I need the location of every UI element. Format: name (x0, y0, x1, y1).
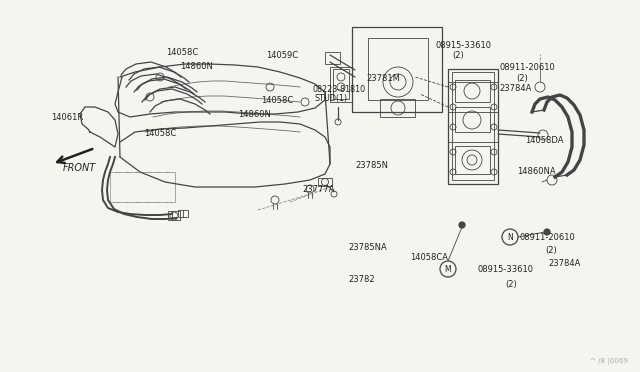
Text: (2): (2) (505, 279, 516, 289)
Text: M: M (445, 264, 451, 273)
Text: 08915-33610: 08915-33610 (435, 41, 492, 50)
Bar (325, 52, 340, 64)
Bar (110, 172, 175, 202)
Text: STUD(1): STUD(1) (315, 94, 348, 103)
Text: 14059C: 14059C (266, 51, 298, 60)
Text: 14058DA: 14058DA (525, 136, 563, 145)
Text: 14860N: 14860N (238, 110, 271, 119)
Text: (2): (2) (452, 51, 464, 60)
Text: 14061R: 14061R (51, 113, 83, 122)
Bar (368, 38, 428, 100)
Bar (168, 211, 180, 220)
Text: 14058C: 14058C (144, 129, 176, 138)
Text: 23782: 23782 (348, 275, 375, 284)
Bar (333, 69, 349, 99)
Bar (455, 80, 490, 102)
Text: 23777A: 23777A (303, 185, 335, 194)
Bar (455, 146, 490, 174)
Text: 14058C: 14058C (166, 48, 198, 57)
Text: (2): (2) (516, 74, 528, 83)
Text: 23785N: 23785N (355, 161, 388, 170)
Text: 14058C: 14058C (261, 96, 293, 105)
Text: 14058CA: 14058CA (410, 253, 447, 262)
Text: 08911-20610: 08911-20610 (499, 63, 555, 72)
Text: 08915-33610: 08915-33610 (478, 264, 534, 273)
Text: (2): (2) (545, 246, 557, 254)
Bar (352, 27, 442, 112)
Text: 23784A: 23784A (499, 84, 532, 93)
Text: 23785NA: 23785NA (349, 243, 388, 252)
Bar (380, 99, 415, 117)
Bar (318, 178, 332, 186)
Bar (455, 107, 490, 132)
Text: 08223-81810: 08223-81810 (312, 85, 365, 94)
Text: 23784A: 23784A (548, 260, 580, 269)
Bar (448, 69, 498, 184)
Bar (178, 210, 188, 217)
Text: 14860NA: 14860NA (517, 167, 556, 176)
Bar (452, 72, 494, 180)
Text: N: N (507, 232, 513, 241)
Text: 14860N: 14860N (180, 62, 213, 71)
Text: ^ /8 )0069: ^ /8 )0069 (590, 357, 628, 364)
Text: 08911-20610: 08911-20610 (520, 232, 576, 241)
Circle shape (459, 222, 465, 228)
Circle shape (544, 229, 550, 235)
Text: FRONT: FRONT (63, 163, 96, 173)
Bar (330, 67, 352, 102)
Text: 23781M: 23781M (366, 74, 400, 83)
